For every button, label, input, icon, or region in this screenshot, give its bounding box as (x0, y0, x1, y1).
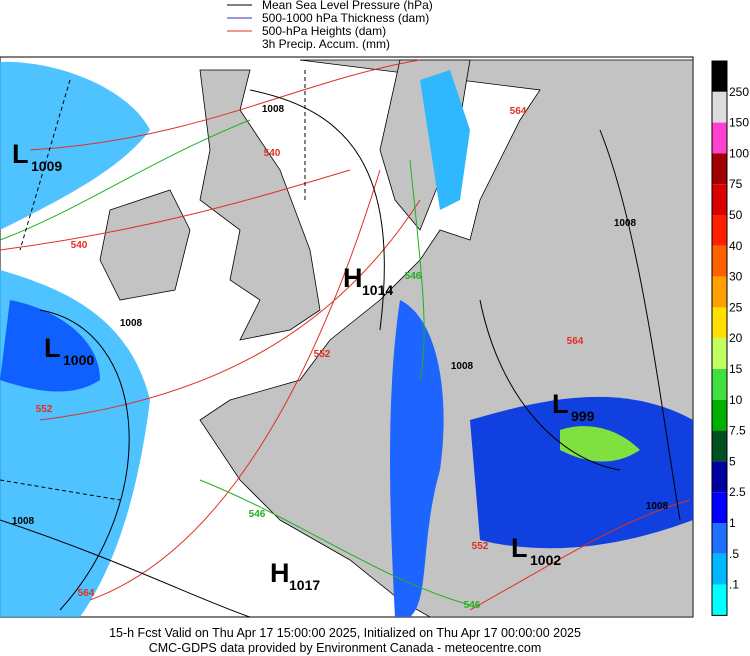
colorbar-band (712, 584, 727, 616)
contour-label: 564 (510, 106, 527, 117)
footer-line: CMC-GDPS data provided by Environment Ca… (149, 641, 542, 655)
center-letter: L (12, 139, 29, 169)
colorbar-label: 7.5 (729, 424, 746, 438)
precip-heavy (560, 426, 640, 462)
contour-label: 552 (472, 541, 489, 552)
contour-label: 1008 (646, 501, 669, 512)
precip-med (470, 396, 693, 549)
colorbar-band (712, 245, 727, 277)
colorbar-band (712, 122, 727, 154)
center-letter: H (270, 558, 290, 588)
contour-label: 1008 (12, 516, 35, 527)
colorbar-band (712, 153, 727, 185)
legend-label: 500-hPa Heights (dam) (262, 24, 386, 38)
contour-label: 540 (264, 148, 281, 159)
center-letter: L (511, 533, 528, 563)
colorbar-label: 150 (729, 116, 749, 130)
colorbar-label: 50 (729, 208, 743, 222)
contour-label: 546 (464, 600, 481, 611)
center-value: 1014 (362, 282, 393, 298)
center-value: 1002 (530, 552, 561, 568)
contour-label: 546 (249, 509, 266, 520)
colorbar-band (712, 430, 727, 462)
contour-label: 564 (78, 588, 95, 599)
precip-north (420, 70, 470, 210)
center-value: 1000 (63, 352, 94, 368)
colorbar-band (712, 553, 727, 585)
center-value: 999 (571, 408, 595, 424)
contour-label: 1008 (451, 361, 474, 372)
colorbar: 250 150 100 75 50 40 30 25 20 15 10 7.5 5 2.5 1 .5 .1 (711, 60, 749, 616)
colorbar-label: 75 (729, 177, 743, 191)
legend: Mean Sea Level Pressure (hPa)500-1000 hP… (227, 0, 433, 51)
colorbar-label: 1 (729, 516, 736, 530)
legend-label: 500-1000 hPa Thickness (dam) (262, 11, 429, 25)
colorbar-band (712, 276, 727, 308)
pressure-contours (0, 89, 681, 618)
colorbar-band (712, 369, 727, 400)
precip-core-west (0, 300, 100, 392)
contour-label: 1008 (614, 218, 637, 229)
legend-label: Mean Sea Level Pressure (hPa) (262, 0, 433, 12)
great-britain (199, 69, 321, 341)
center-letter: L (44, 333, 61, 363)
colorbar-band (712, 61, 727, 92)
center-letter: L (552, 389, 569, 419)
colorbar-frame (711, 60, 728, 616)
contour-label: 546 (405, 271, 422, 282)
contour-label: 552 (36, 404, 53, 415)
colorbar-label: 25 (729, 300, 743, 314)
thickness-contours (0, 119, 471, 606)
colorbar-label: .1 (729, 578, 739, 592)
center-value: 1009 (31, 158, 62, 174)
precip-band (390, 300, 444, 617)
colorbar-band (712, 338, 727, 369)
footer-line: 15-h Fcst Valid on Thu Apr 17 15:00:00 2… (109, 626, 581, 640)
colorbar-label: 40 (729, 239, 743, 253)
colorbar-label: .5 (729, 547, 739, 561)
colorbar-label: 15 (729, 362, 743, 376)
colorbar-band (712, 399, 727, 431)
colorbar-band (712, 461, 727, 493)
legend-label: 3h Precip. Accum. (mm) (262, 37, 390, 51)
colorbar-band (712, 492, 727, 523)
colorbar-band (712, 184, 727, 215)
colorbar-label: 250 (729, 85, 749, 99)
height-contours (0, 59, 691, 611)
colorbar-band (712, 307, 727, 339)
contour-label: 1008 (262, 104, 285, 115)
colorbar-band (712, 215, 727, 246)
colorbar-band (712, 523, 727, 554)
colorbar-label: 2.5 (729, 485, 746, 499)
colorbar-label: 10 (729, 393, 743, 407)
contour-label: 540 (71, 240, 88, 251)
contour-labels: 1008 540 564 1008 540 546 1008 552 1008 564 552 546… (12, 104, 669, 611)
colorbar-label: 5 (729, 454, 736, 468)
contour-label: 1008 (120, 318, 143, 329)
contour-label: 552 (314, 349, 331, 360)
contour-label: 564 (567, 336, 584, 347)
colorbar-band (712, 91, 727, 123)
troughs (0, 70, 306, 501)
ireland (99, 189, 191, 301)
center-value: 1017 (289, 577, 320, 593)
colorbar-label: 30 (729, 270, 743, 284)
colorbar-label: 100 (729, 146, 749, 160)
center-letter: H (343, 263, 363, 293)
colorbar-label: 20 (729, 331, 743, 345)
